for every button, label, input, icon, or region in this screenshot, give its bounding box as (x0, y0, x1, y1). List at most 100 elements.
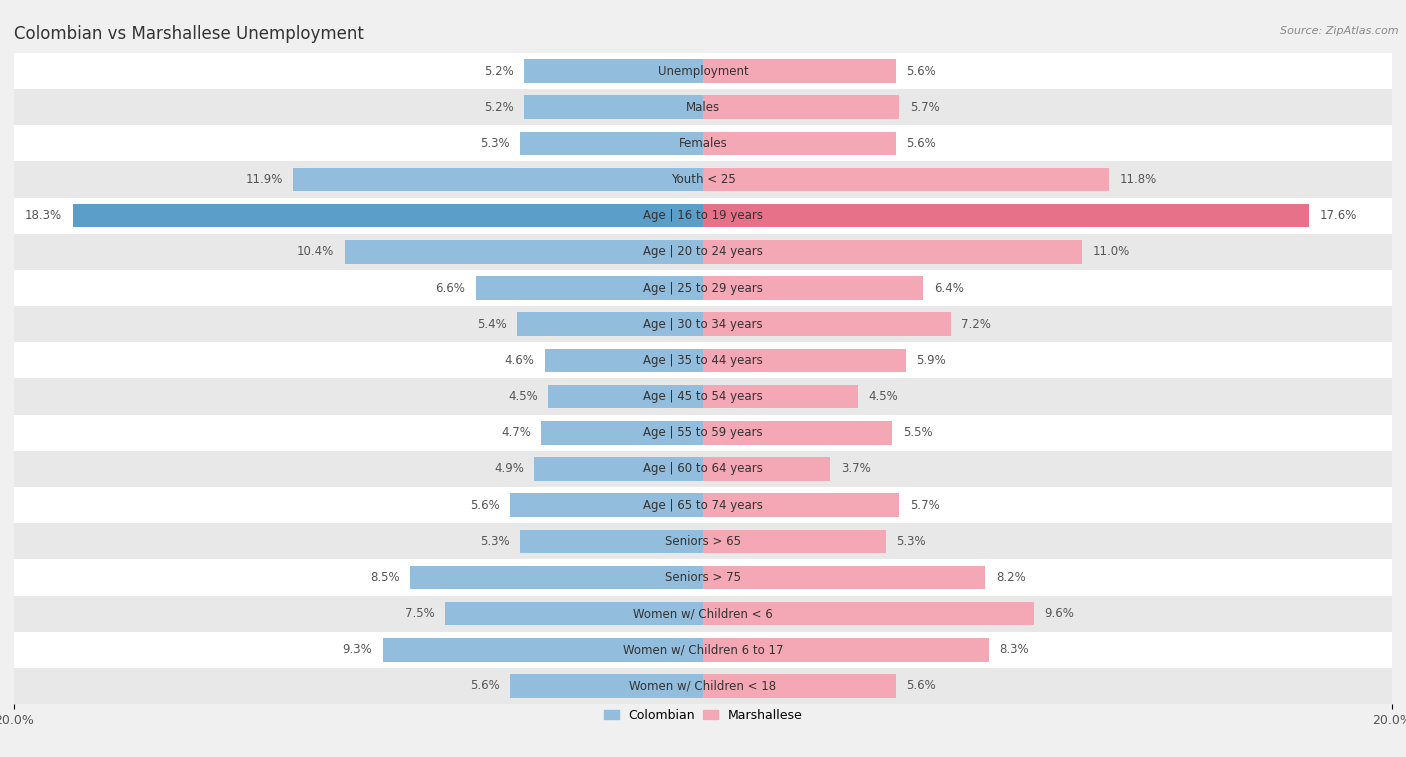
Bar (14, 89, 1392, 126)
Text: 4.5%: 4.5% (869, 390, 898, 403)
Bar (510, 674, 703, 698)
Bar (14, 596, 1392, 631)
Text: 5.4%: 5.4% (477, 318, 506, 331)
Bar (73, 204, 703, 228)
Bar (14, 451, 1392, 487)
Text: Women w/ Children < 6: Women w/ Children < 6 (633, 607, 773, 620)
Text: Males: Males (686, 101, 720, 114)
Text: 5.7%: 5.7% (910, 499, 939, 512)
Bar (14, 487, 1392, 523)
Bar (14, 342, 1392, 378)
Bar (382, 638, 703, 662)
Text: 5.3%: 5.3% (481, 137, 510, 150)
Text: 10.4%: 10.4% (297, 245, 335, 258)
Bar (703, 421, 893, 444)
Bar (14, 523, 1392, 559)
Bar (703, 457, 831, 481)
Text: Source: ZipAtlas.com: Source: ZipAtlas.com (1281, 26, 1399, 36)
Bar (520, 529, 703, 553)
Bar (14, 161, 1392, 198)
Bar (14, 668, 1392, 704)
Text: 4.6%: 4.6% (505, 354, 534, 367)
Text: 4.9%: 4.9% (494, 463, 524, 475)
Bar (703, 240, 1083, 263)
Text: Age | 60 to 64 years: Age | 60 to 64 years (643, 463, 763, 475)
Bar (703, 494, 900, 517)
Text: 5.6%: 5.6% (907, 680, 936, 693)
Text: 17.6%: 17.6% (1320, 209, 1357, 223)
Text: 5.6%: 5.6% (907, 64, 936, 77)
Bar (520, 132, 703, 155)
Text: Age | 20 to 24 years: Age | 20 to 24 years (643, 245, 763, 258)
Text: 4.7%: 4.7% (501, 426, 531, 439)
Text: 9.3%: 9.3% (343, 643, 373, 656)
Text: 6.4%: 6.4% (934, 282, 963, 294)
Text: 8.3%: 8.3% (1000, 643, 1029, 656)
Text: Age | 35 to 44 years: Age | 35 to 44 years (643, 354, 763, 367)
Text: 18.3%: 18.3% (25, 209, 62, 223)
Bar (524, 59, 703, 83)
Text: 5.2%: 5.2% (484, 101, 513, 114)
Text: 11.8%: 11.8% (1119, 173, 1157, 186)
Bar (14, 53, 1392, 89)
Text: Colombian vs Marshallese Unemployment: Colombian vs Marshallese Unemployment (14, 25, 364, 43)
Bar (703, 276, 924, 300)
Text: Females: Females (679, 137, 727, 150)
Legend: Colombian, Marshallese: Colombian, Marshallese (599, 704, 807, 727)
Bar (703, 59, 896, 83)
Bar (548, 385, 703, 408)
Text: Seniors > 75: Seniors > 75 (665, 571, 741, 584)
Text: Age | 25 to 29 years: Age | 25 to 29 years (643, 282, 763, 294)
Bar (534, 457, 703, 481)
Text: 11.0%: 11.0% (1092, 245, 1129, 258)
Text: Seniors > 65: Seniors > 65 (665, 534, 741, 548)
Text: 7.2%: 7.2% (962, 318, 991, 331)
Bar (14, 306, 1392, 342)
Bar (14, 415, 1392, 451)
Bar (524, 95, 703, 119)
Bar (703, 674, 896, 698)
Text: 7.5%: 7.5% (405, 607, 434, 620)
Text: 5.3%: 5.3% (896, 534, 925, 548)
Text: 4.5%: 4.5% (508, 390, 537, 403)
Text: Women w/ Children 6 to 17: Women w/ Children 6 to 17 (623, 643, 783, 656)
Text: Age | 55 to 59 years: Age | 55 to 59 years (643, 426, 763, 439)
Bar (14, 270, 1392, 306)
Text: 6.6%: 6.6% (436, 282, 465, 294)
Text: 3.7%: 3.7% (841, 463, 870, 475)
Bar (444, 602, 703, 625)
Text: 5.3%: 5.3% (481, 534, 510, 548)
Text: 5.6%: 5.6% (470, 499, 499, 512)
Text: 11.9%: 11.9% (246, 173, 283, 186)
Bar (344, 240, 703, 263)
Text: 8.5%: 8.5% (370, 571, 399, 584)
Text: Unemployment: Unemployment (658, 64, 748, 77)
Text: Women w/ Children < 18: Women w/ Children < 18 (630, 680, 776, 693)
Bar (703, 565, 986, 589)
Bar (703, 168, 1109, 192)
Text: 5.7%: 5.7% (910, 101, 939, 114)
Bar (703, 313, 950, 336)
Bar (475, 276, 703, 300)
Bar (703, 638, 988, 662)
Bar (544, 349, 703, 372)
Text: Youth < 25: Youth < 25 (671, 173, 735, 186)
Bar (14, 631, 1392, 668)
Text: Age | 65 to 74 years: Age | 65 to 74 years (643, 499, 763, 512)
Text: 8.2%: 8.2% (995, 571, 1025, 584)
Bar (703, 385, 858, 408)
Text: Age | 30 to 34 years: Age | 30 to 34 years (643, 318, 763, 331)
Bar (14, 198, 1392, 234)
Bar (510, 494, 703, 517)
Text: 5.6%: 5.6% (907, 137, 936, 150)
Bar (703, 204, 1309, 228)
Text: Age | 45 to 54 years: Age | 45 to 54 years (643, 390, 763, 403)
Bar (14, 378, 1392, 415)
Bar (703, 602, 1033, 625)
Text: 9.6%: 9.6% (1045, 607, 1074, 620)
Bar (703, 132, 896, 155)
Bar (541, 421, 703, 444)
Bar (14, 126, 1392, 161)
Bar (703, 95, 900, 119)
Bar (14, 234, 1392, 270)
